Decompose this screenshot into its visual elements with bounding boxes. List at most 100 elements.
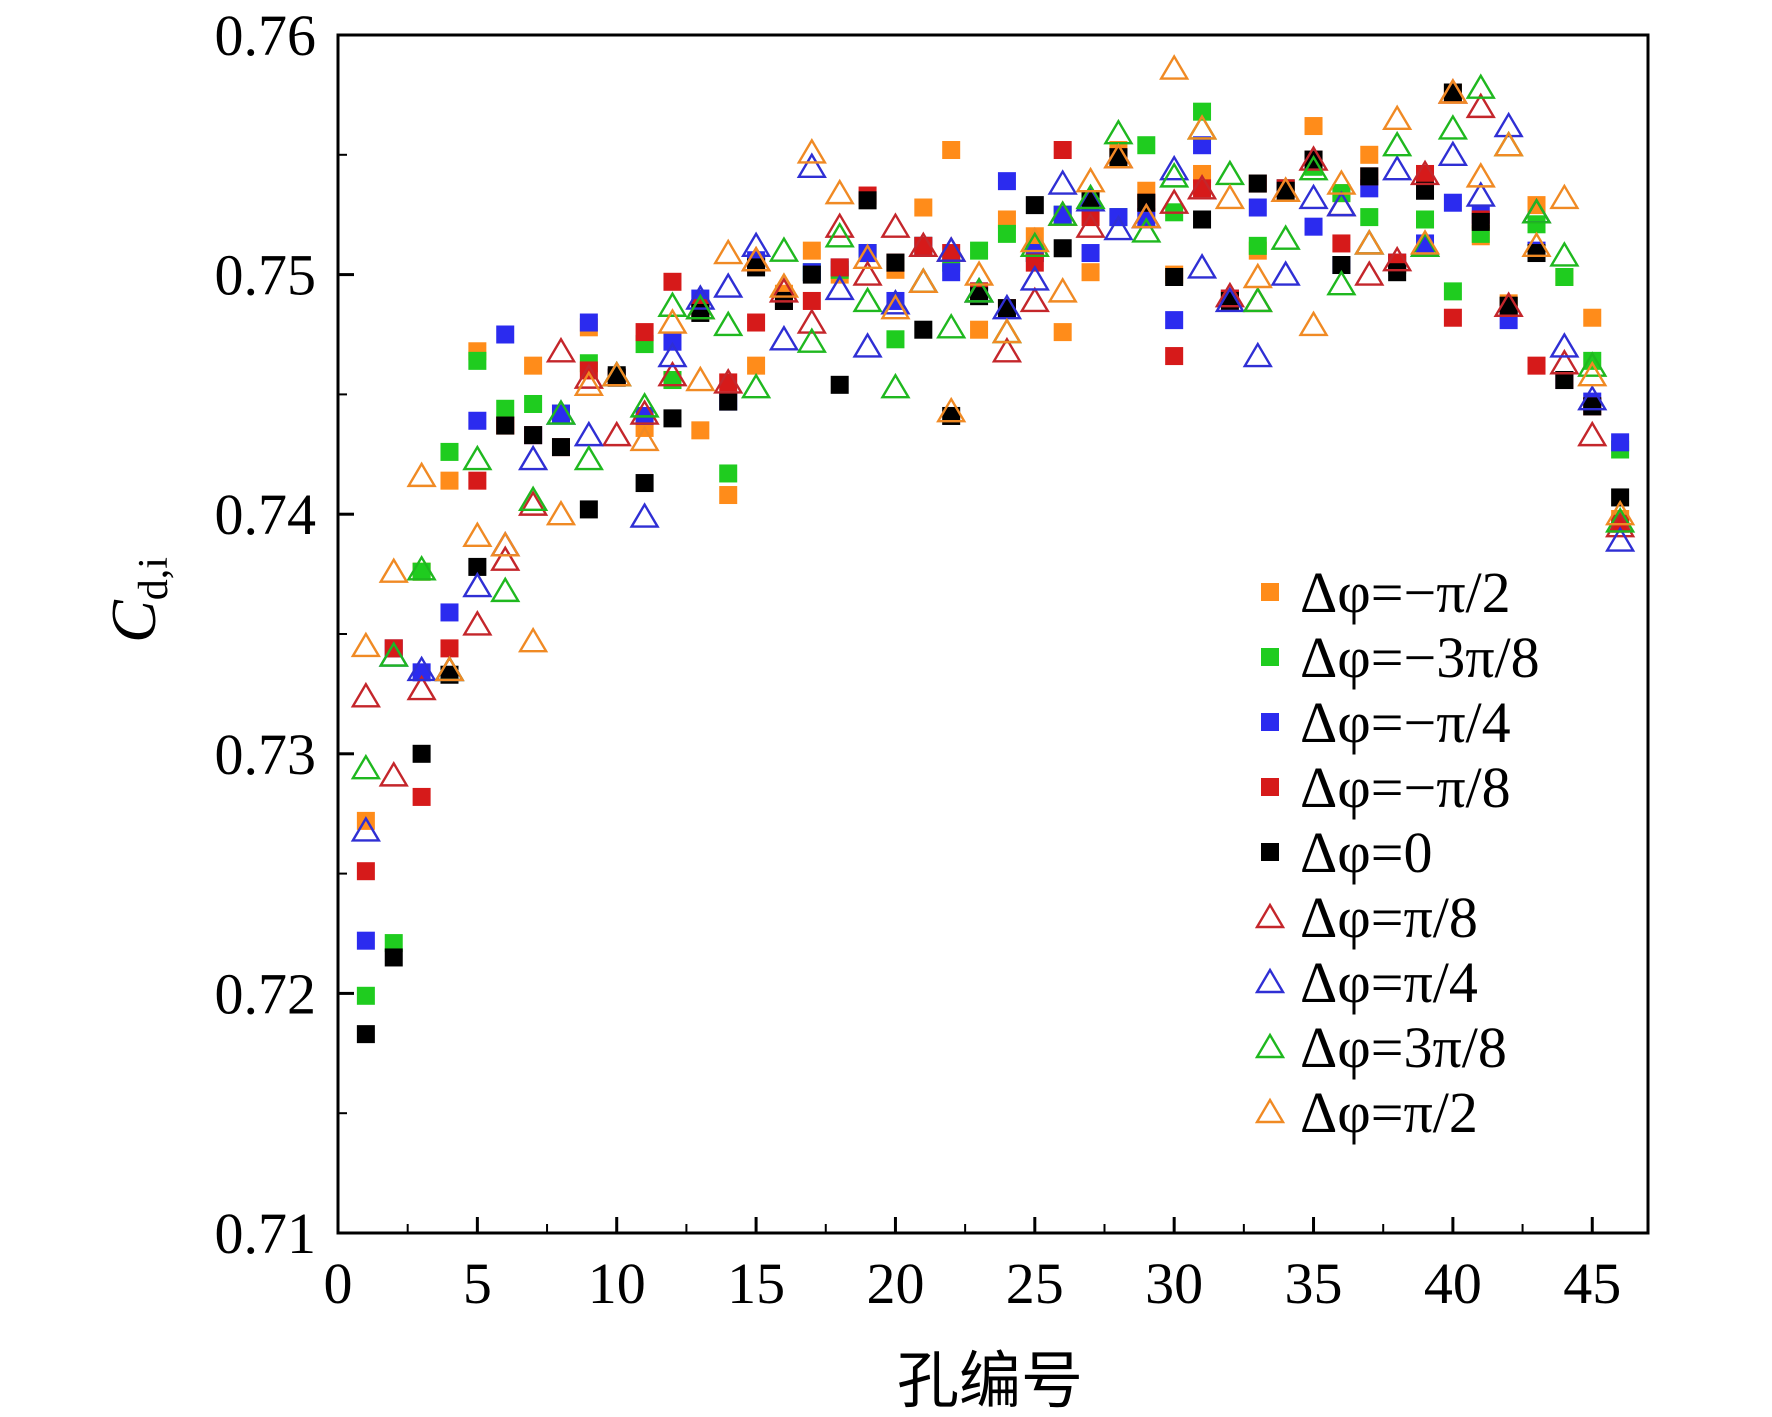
y-axis-title-main: C [98,599,169,643]
x-tick-label: 20 [866,1251,924,1316]
data-point [747,313,766,332]
data-point [468,351,487,370]
data-point [1388,263,1407,282]
data-point [468,557,487,576]
data-point [1354,229,1385,255]
data-point [886,330,905,349]
legend-marker [1261,778,1279,796]
legend-label: Δφ=−3π/8 [1300,625,1540,690]
data-point [908,267,939,293]
data-point [1186,173,1218,200]
data-point [440,639,459,658]
data-point [378,641,409,667]
legend-item: Δφ=−3π/8 [1261,625,1540,690]
data-point [1214,183,1246,210]
data-point [1019,231,1050,258]
data-point [1137,193,1156,212]
data-point [663,409,682,428]
data-point [1605,499,1636,526]
data-point [1298,145,1329,171]
legend: Δφ=−π/2Δφ=−3π/8Δφ=−π/4Δφ=−π/8Δφ=0Δφ=π/8Δ… [1254,560,1540,1145]
y-tick-label: 0.72 [215,961,317,1026]
data-point [518,626,549,653]
data-point [490,545,521,571]
data-point [1437,114,1468,140]
data-point [524,426,543,445]
data-point [663,272,682,291]
data-point [496,416,515,435]
data-point [1437,140,1468,167]
data-point [1075,183,1106,210]
legend-label: Δφ=π/2 [1300,1080,1478,1145]
data-point [963,260,995,286]
data-point [740,245,772,272]
data-point [440,442,459,461]
data-point [886,253,905,272]
data-point [1465,162,1496,188]
data-point [1053,323,1072,342]
data-point [406,461,437,488]
data-point [713,368,744,394]
data-point [356,931,375,950]
data-point [1493,130,1524,157]
series-Δφ=−π/4 [356,136,1630,950]
data-point [384,934,403,953]
data-point [573,420,604,447]
data-point [1493,291,1524,317]
data-point [1242,286,1273,313]
y-tick-label: 0.73 [215,722,317,787]
data-point [1304,117,1323,136]
svg-text:Cd,i: Cd,i [98,557,177,643]
legend-marker [1254,902,1286,929]
data-point [1159,54,1190,80]
data-point [412,787,431,806]
data-point [691,421,710,440]
data-point [1075,185,1106,212]
data-point [663,332,682,351]
data-point [719,486,738,505]
data-point [713,310,744,337]
data-point [1443,193,1462,212]
data-point [830,375,849,394]
data-point [740,231,772,258]
data-point [852,243,883,270]
data-point [1549,241,1580,267]
x-tick-label: 10 [588,1251,646,1316]
legend-item: Δφ=π/4 [1254,950,1478,1015]
data-point [406,674,437,701]
data-point [1075,212,1106,238]
data-point [440,603,459,622]
data-point [1583,397,1602,416]
data-point [1131,217,1162,243]
data-point [551,438,570,457]
data-point [490,530,521,557]
y-axis-title: Cd,i [98,557,177,643]
data-point [579,500,598,519]
data-point [545,399,577,425]
data-point [824,212,855,238]
data-point [356,862,375,881]
data-point [350,681,381,708]
data-point [1583,308,1602,327]
data-point [1047,200,1078,226]
data-point [1416,210,1435,229]
data-point [936,312,967,339]
data-point [1165,311,1184,330]
data-point [936,396,967,423]
data-point [1019,265,1050,291]
data-point [518,490,549,516]
y-tick-label: 0.71 [215,1201,317,1266]
data-point [880,293,911,320]
data-point [1053,141,1072,160]
data-point [1186,114,1218,140]
data-point [1382,245,1413,272]
data-point [1214,281,1246,308]
data-point [852,332,883,358]
data-point [1382,130,1413,157]
data-point [1193,102,1212,121]
x-axis: 0 5 10 15 20 25 30 35 40 45 [324,1217,1621,1316]
data-point [1360,167,1379,186]
data-point [1465,73,1496,99]
data-point [796,308,827,334]
